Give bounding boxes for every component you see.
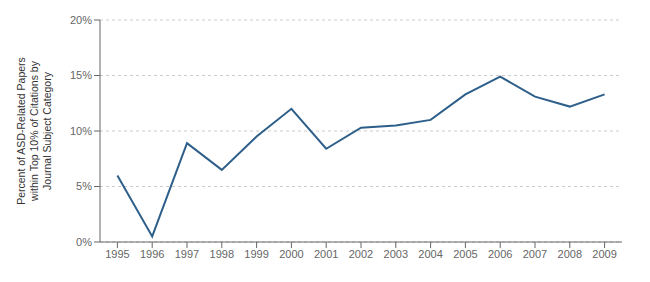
svg-text:2006: 2006 <box>488 248 512 260</box>
svg-text:2003: 2003 <box>384 248 408 260</box>
svg-text:1999: 1999 <box>244 248 268 260</box>
svg-text:0%: 0% <box>76 236 92 248</box>
svg-text:2008: 2008 <box>558 248 582 260</box>
svg-text:2007: 2007 <box>523 248 547 260</box>
svg-text:2002: 2002 <box>349 248 373 260</box>
svg-text:5%: 5% <box>76 180 92 192</box>
svg-text:1995: 1995 <box>105 248 129 260</box>
svg-text:Percent of ASD-Related Papersw: Percent of ASD-Related Paperswithin Top … <box>15 57 53 205</box>
svg-text:2009: 2009 <box>592 248 616 260</box>
svg-text:1998: 1998 <box>210 248 234 260</box>
svg-text:1996: 1996 <box>140 248 164 260</box>
svg-text:2004: 2004 <box>418 248 442 260</box>
svg-text:2001: 2001 <box>314 248 338 260</box>
svg-text:2000: 2000 <box>279 248 303 260</box>
svg-text:1997: 1997 <box>175 248 199 260</box>
svg-text:10%: 10% <box>70 125 92 137</box>
svg-text:2005: 2005 <box>453 248 477 260</box>
svg-text:15%: 15% <box>70 69 92 81</box>
svg-text:20%: 20% <box>70 14 92 26</box>
